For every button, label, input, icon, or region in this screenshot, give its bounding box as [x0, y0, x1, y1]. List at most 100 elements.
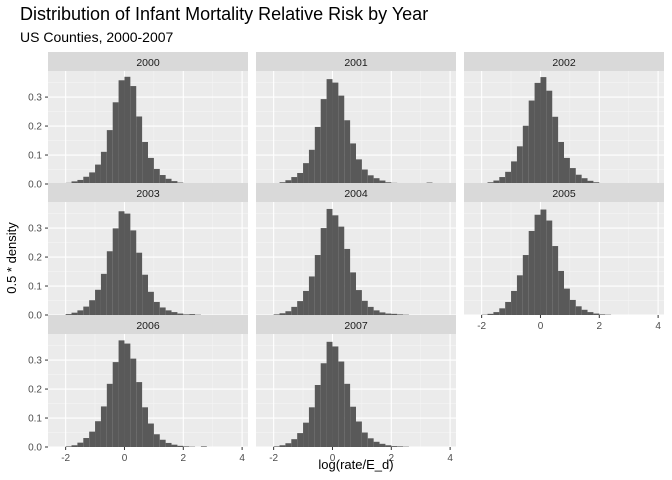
- histogram-bar: [285, 311, 292, 315]
- histogram-bar: [279, 313, 286, 315]
- histogram-bar: [385, 313, 392, 315]
- histogram-bar: [273, 314, 280, 315]
- histogram-bar: [546, 220, 553, 315]
- histogram-bar: [516, 275, 523, 315]
- histogram-bar: [493, 312, 500, 315]
- histogram-bar: [279, 445, 286, 447]
- histogram-bar: [314, 384, 321, 447]
- facet-panel-2003: 2003 0.0 0.1 0.2 0.3: [28, 183, 248, 322]
- histogram-bar: [528, 230, 535, 315]
- histogram-bar: [350, 272, 356, 315]
- histogram-bar: [118, 80, 125, 184]
- facet-strip: [464, 52, 664, 71]
- x-tick-label: 4: [239, 453, 245, 464]
- histogram-bar: [505, 301, 512, 315]
- facet-strip: [48, 315, 248, 334]
- histogram-bar: [534, 214, 541, 315]
- histogram-bar: [106, 383, 113, 447]
- y-tick-label: 0.1: [28, 414, 42, 425]
- histogram-bar: [581, 178, 588, 184]
- histogram-bar: [332, 82, 339, 184]
- facet-panel-2001: 2001: [256, 52, 456, 185]
- facet-strip-label: 2005: [552, 188, 576, 200]
- histogram-bar: [291, 306, 298, 315]
- chart-subtitle: US Counties, 2000-2007: [20, 29, 174, 45]
- histogram-bar: [112, 102, 119, 184]
- histogram-bar: [326, 208, 333, 315]
- histogram-bar: [493, 180, 500, 184]
- histogram-bar: [361, 432, 368, 447]
- histogram-bar: [148, 157, 154, 184]
- histogram-bar: [89, 431, 96, 447]
- facet-panel-2000: 2000 0.0 0.1 0.2 0.3: [28, 52, 248, 191]
- histogram-bar: [338, 95, 345, 184]
- facet-strip-label: 2006: [136, 320, 160, 332]
- histogram-bar: [95, 421, 101, 447]
- histogram-bar: [367, 175, 374, 184]
- facet-strip: [48, 183, 248, 202]
- facet-strip: [464, 183, 664, 202]
- histogram-bar: [344, 248, 351, 315]
- histogram-bar: [540, 77, 547, 184]
- histogram-bar: [320, 228, 327, 315]
- chart-title: Distribution of Infant Mortality Relativ…: [20, 4, 428, 24]
- histogram-bar: [587, 312, 594, 315]
- histogram-bar: [136, 116, 143, 184]
- histogram-bar: [546, 90, 553, 184]
- histogram-bar: [361, 300, 368, 315]
- histogram-bar: [564, 157, 570, 184]
- histogram-bar: [130, 230, 137, 315]
- histogram-bar: [511, 161, 517, 184]
- histogram-bar: [552, 246, 559, 315]
- histogram-bar: [100, 406, 107, 447]
- y-tick-label: 0.3: [28, 224, 42, 235]
- y-tick-label: 0.2: [28, 385, 42, 396]
- facet-panel-2004: 2004: [256, 183, 456, 316]
- histogram-bar: [308, 149, 315, 184]
- facet-strip: [256, 315, 456, 334]
- x-tick-label: -2: [477, 321, 486, 332]
- histogram-bar: [83, 438, 90, 447]
- y-tick-label: 0.2: [28, 253, 42, 264]
- histogram-bar: [153, 168, 160, 184]
- histogram-bar: [569, 168, 576, 184]
- histogram-bar: [71, 181, 78, 184]
- histogram-bar: [100, 151, 107, 184]
- histogram-bar: [83, 306, 90, 315]
- histogram-bar: [153, 301, 160, 315]
- histogram-bar: [136, 382, 143, 447]
- y-tick-label: 0.0: [28, 443, 42, 454]
- histogram-bar: [314, 126, 321, 184]
- histogram-bar: [112, 362, 119, 447]
- histogram-bar: [373, 441, 380, 447]
- histogram-bar: [332, 215, 339, 315]
- histogram-bar: [303, 290, 309, 315]
- facet-strip-label: 2007: [344, 320, 368, 332]
- x-tick-label: 2: [597, 321, 603, 332]
- histogram-bar: [171, 444, 178, 447]
- histogram-bar: [285, 180, 292, 184]
- x-tick-label: 2: [181, 453, 187, 464]
- facet-strip-label: 2002: [552, 57, 576, 69]
- histogram-bar: [558, 270, 564, 315]
- histogram-bar: [338, 361, 345, 447]
- histogram-bar: [499, 308, 506, 315]
- histogram-bar: [575, 306, 582, 315]
- facet-strip: [256, 52, 456, 71]
- facet-strip: [48, 52, 248, 71]
- histogram-bar: [569, 299, 576, 315]
- histogram-bar: [200, 446, 207, 447]
- histogram-bar: [522, 125, 529, 184]
- y-tick-label: 0.2: [28, 122, 42, 133]
- x-tick-label: -2: [61, 453, 70, 464]
- histogram-bar: [367, 438, 374, 447]
- histogram-bar: [320, 99, 327, 184]
- histogram-bar: [593, 313, 600, 315]
- histogram-bar: [297, 172, 304, 184]
- histogram-bar: [83, 176, 90, 184]
- histogram-bar: [291, 439, 298, 447]
- histogram-bar: [165, 178, 172, 184]
- x-tick-label: 0: [330, 453, 336, 464]
- histogram-bar: [159, 307, 166, 315]
